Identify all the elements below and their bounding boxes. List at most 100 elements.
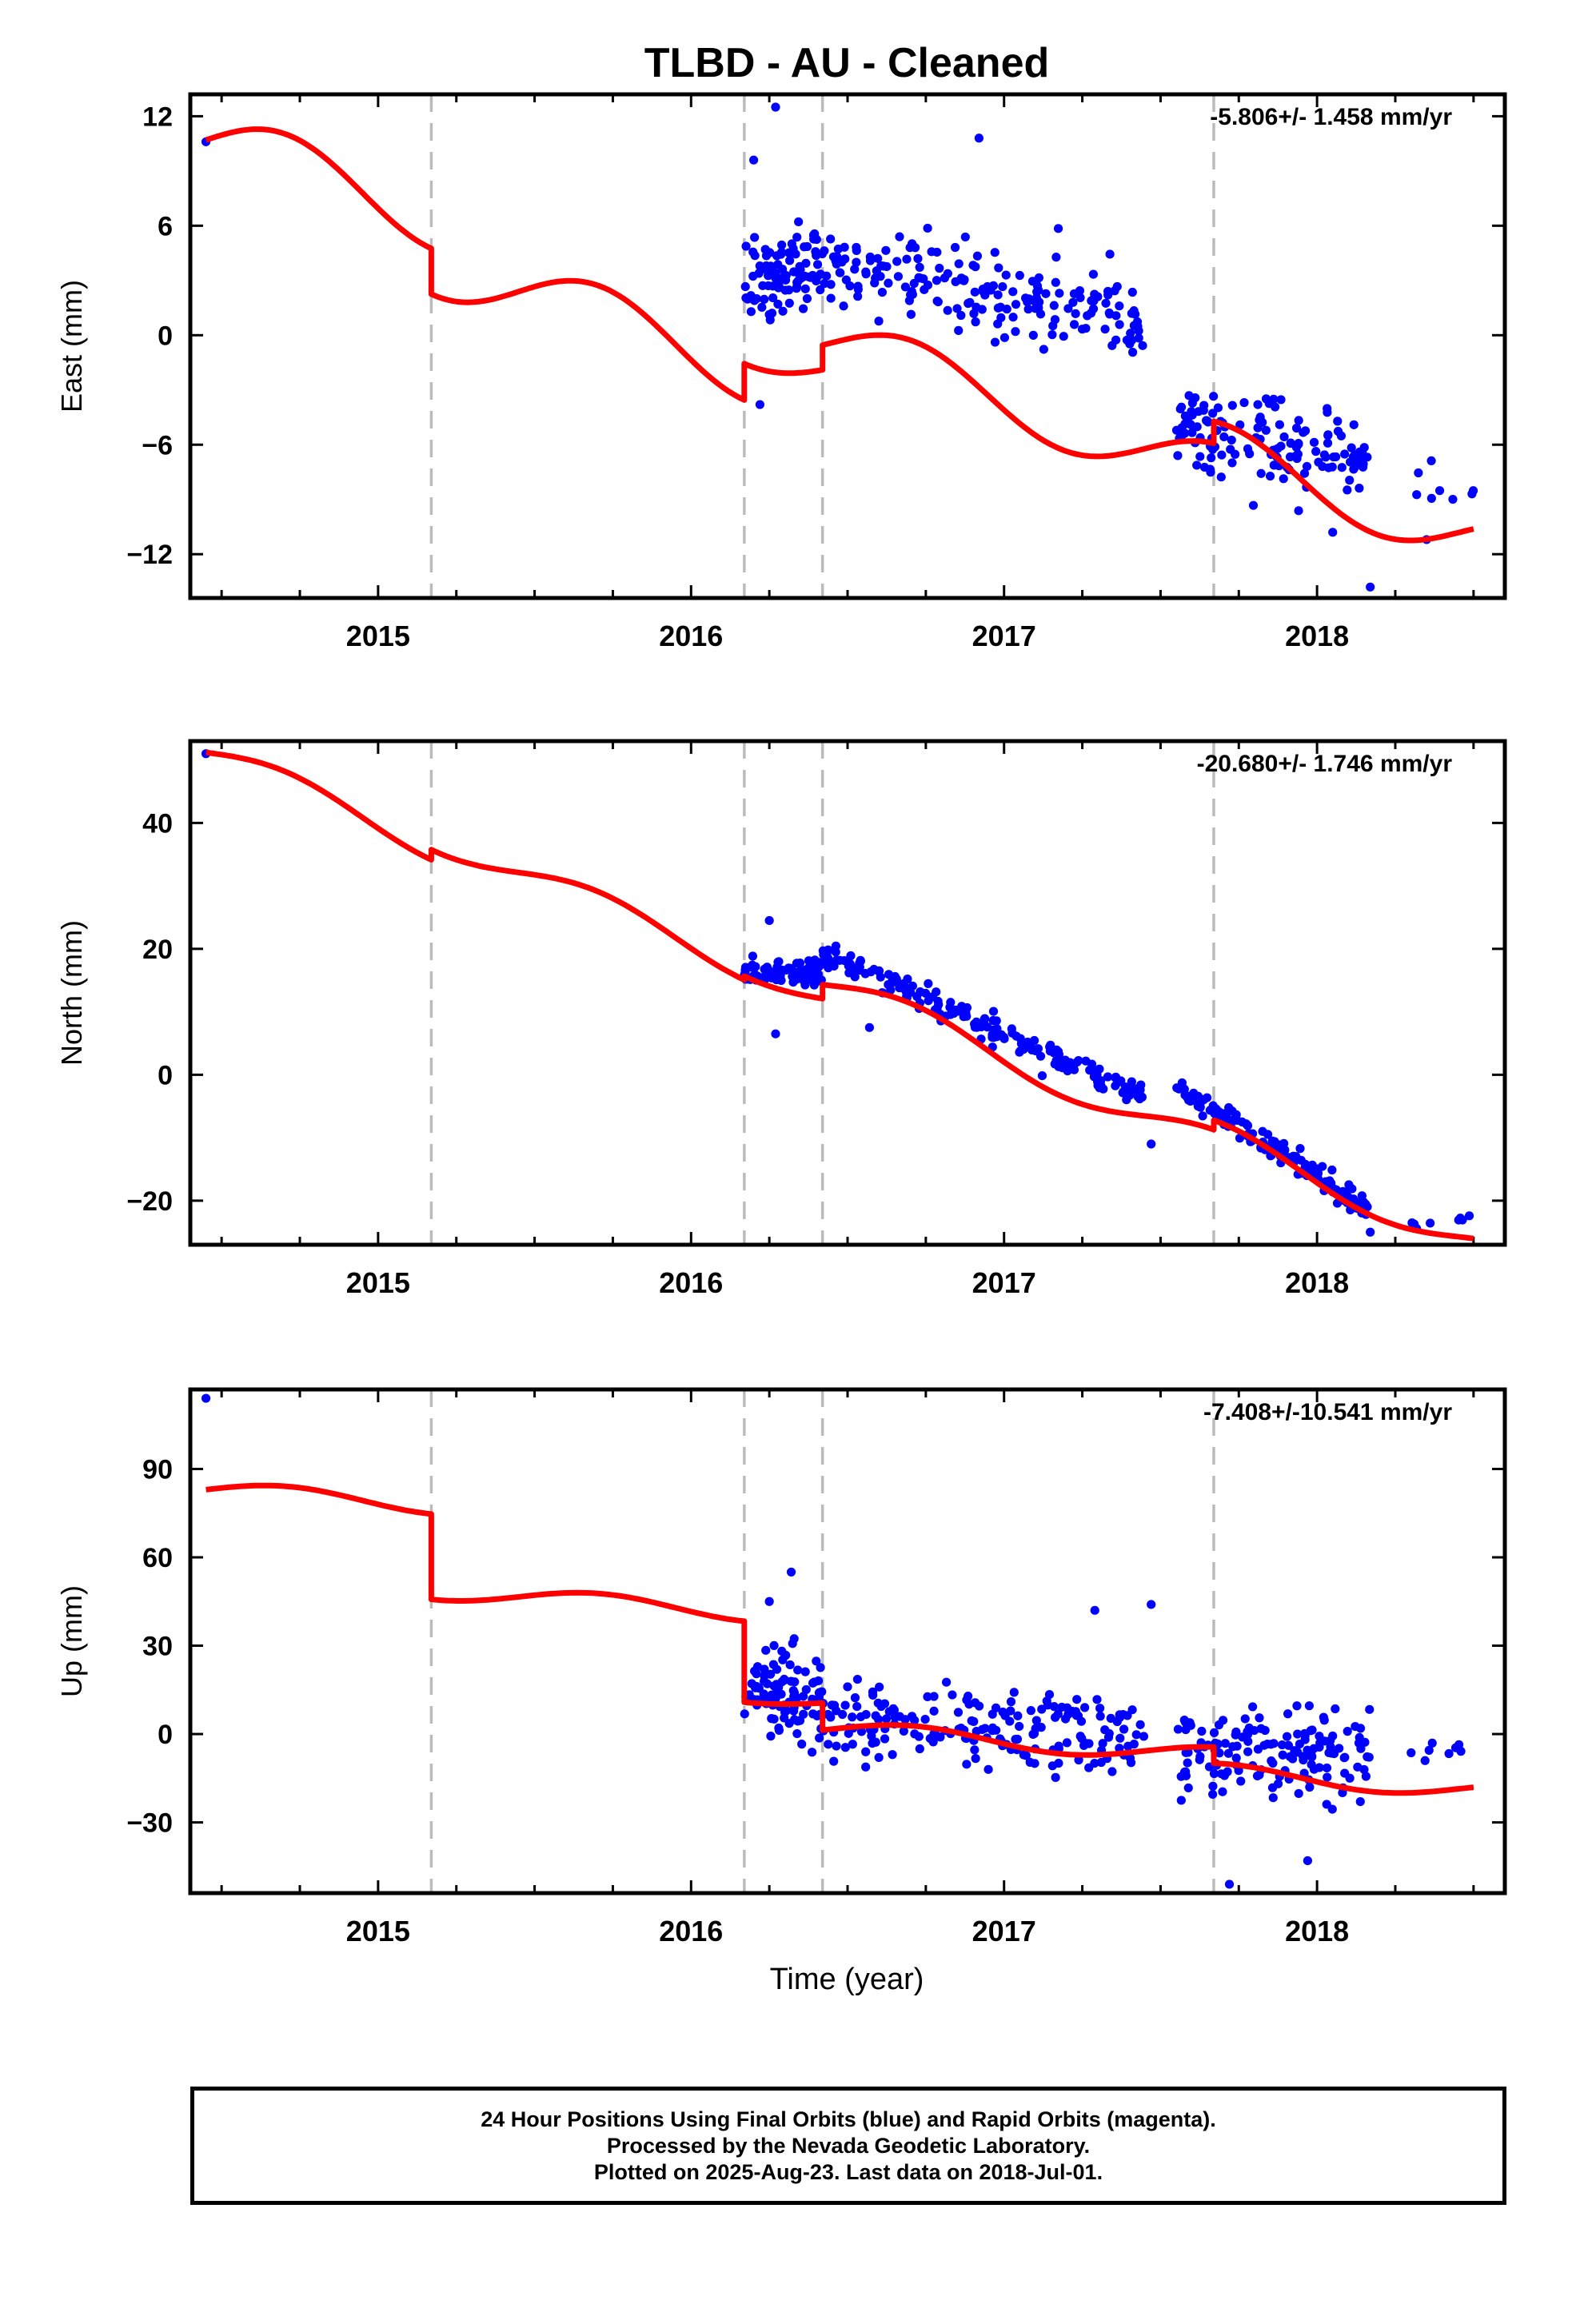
data-point [1092, 1695, 1102, 1704]
data-point [843, 1682, 852, 1692]
data-point [766, 1732, 776, 1741]
data-point [873, 1698, 883, 1708]
data-point [801, 1684, 811, 1695]
data-point [933, 996, 943, 1007]
data-point [786, 1567, 796, 1577]
x-tick-label: 2016 [659, 620, 723, 652]
data-point [1208, 1789, 1218, 1800]
data-point [1305, 1782, 1315, 1792]
data-point [1111, 1081, 1120, 1090]
rate-label: -20.680+/- 1.746 mm/yr [1197, 751, 1453, 777]
data-point [764, 1597, 774, 1606]
data-point [1328, 1731, 1338, 1741]
y-axis-label: North (mm) [55, 920, 88, 1066]
data-point [1253, 423, 1263, 433]
data-point [1028, 330, 1038, 340]
data-point [1030, 297, 1039, 306]
data-point [1081, 324, 1091, 333]
data-point [1063, 1066, 1072, 1076]
data-point [1011, 1031, 1021, 1041]
data-point [971, 1754, 980, 1764]
data-point [822, 271, 832, 281]
data-point [902, 254, 912, 264]
data-point [1184, 391, 1194, 401]
data-point [1261, 425, 1271, 435]
data-point [909, 278, 919, 289]
data-point [1283, 1709, 1293, 1719]
data-point [933, 297, 943, 307]
data-point [1291, 423, 1302, 433]
data-point [771, 1029, 780, 1038]
data-point [880, 1734, 890, 1744]
data-points [201, 1393, 1466, 1889]
data-point [962, 1760, 972, 1769]
data-point [1307, 1752, 1316, 1761]
data-point [1307, 1760, 1316, 1769]
data-point [1223, 1748, 1233, 1758]
rate-label: -5.806+/- 1.458 mm/yr [1210, 104, 1452, 130]
data-point [1111, 1072, 1121, 1082]
data-point [1236, 1776, 1246, 1786]
data-point [920, 1714, 930, 1724]
data-point [1044, 1689, 1055, 1700]
data-point [1035, 309, 1046, 319]
data-point [1026, 1706, 1035, 1716]
model-curve [205, 1482, 1474, 1796]
data-point [1331, 1704, 1340, 1714]
data-point [1031, 1716, 1041, 1725]
data-point [1337, 463, 1347, 472]
data-point [824, 1740, 833, 1749]
data-point [1412, 490, 1422, 500]
data-point [864, 1022, 874, 1032]
data-point [764, 309, 774, 320]
data-point [1256, 1724, 1266, 1733]
data-point [1085, 1066, 1095, 1075]
data-point [1215, 1111, 1225, 1121]
data-point [827, 1700, 837, 1710]
data-point [1009, 1688, 1019, 1697]
data-point [929, 1692, 939, 1701]
x-tick-label: 2018 [1285, 620, 1349, 652]
data-point [901, 987, 911, 996]
data-point [1183, 1748, 1193, 1757]
data-point [1180, 1090, 1190, 1100]
data-point [1346, 457, 1355, 467]
data-point [1329, 452, 1339, 462]
data-point [956, 310, 966, 321]
data-point [1282, 1732, 1292, 1741]
data-point [1077, 1733, 1087, 1744]
data-point [1315, 1738, 1325, 1748]
data-point [1037, 1070, 1047, 1081]
data-point [831, 941, 840, 951]
data-point [978, 286, 988, 296]
data-point [802, 293, 812, 304]
data-point [1100, 325, 1110, 334]
data-point [1198, 1111, 1207, 1121]
data-point [1340, 449, 1350, 459]
data-point [1258, 1126, 1267, 1136]
data-point [844, 968, 854, 978]
data-point [923, 1692, 932, 1702]
data-point [741, 241, 751, 251]
data-point [1266, 1740, 1276, 1749]
data-point [1075, 286, 1085, 296]
y-tick-label: −30 [126, 1808, 173, 1839]
data-point [1220, 1739, 1230, 1748]
data-point [1189, 1088, 1199, 1098]
data-point [1363, 452, 1372, 462]
data-point [1176, 1796, 1186, 1805]
data-point [873, 253, 883, 263]
data-point [1133, 321, 1143, 331]
data-point [932, 1003, 942, 1013]
data-point [1187, 428, 1197, 437]
data-point [1243, 444, 1253, 453]
data-point [1197, 1726, 1207, 1736]
data-point [1041, 289, 1051, 298]
data-point [1298, 1752, 1308, 1761]
data-point [1054, 1050, 1064, 1059]
panel-frame [188, 92, 1507, 600]
data-point [954, 259, 964, 269]
data-point [988, 1007, 999, 1016]
data-point [1299, 468, 1310, 478]
data-point [1406, 1748, 1416, 1758]
